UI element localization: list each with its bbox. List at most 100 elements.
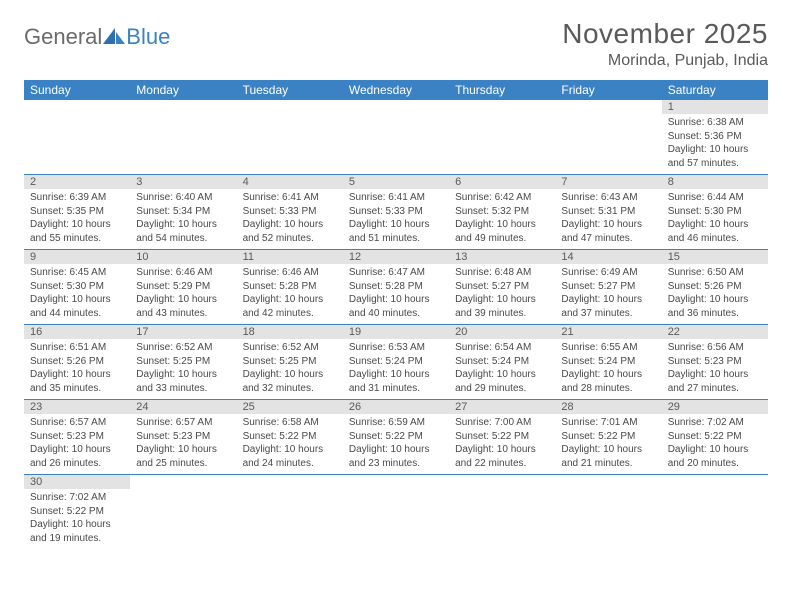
day-number: 21 (561, 326, 573, 338)
day-number-cell: 18 (237, 325, 343, 340)
day-number: 4 (243, 176, 249, 188)
body-row: Sunrise: 6:38 AMSunset: 5:36 PMDaylight:… (24, 114, 768, 175)
day-number: 19 (349, 326, 361, 338)
sunset-text: Sunset: 5:23 PM (668, 355, 762, 369)
sunrise-text: Sunrise: 6:41 AM (243, 191, 337, 205)
day-body-cell: Sunrise: 7:02 AMSunset: 5:22 PMDaylight:… (24, 489, 130, 549)
sunrise-text: Sunrise: 6:56 AM (668, 341, 762, 355)
day-body-cell: Sunrise: 6:48 AMSunset: 5:27 PMDaylight:… (449, 264, 555, 325)
day-body-cell: Sunrise: 6:43 AMSunset: 5:31 PMDaylight:… (555, 189, 661, 250)
day-body-cell: Sunrise: 7:00 AMSunset: 5:22 PMDaylight:… (449, 414, 555, 475)
day-body-cell: Sunrise: 6:41 AMSunset: 5:33 PMDaylight:… (237, 189, 343, 250)
weekday-header: Wednesday (343, 80, 449, 100)
day-number-cell (449, 475, 555, 490)
day-body-cell (449, 489, 555, 549)
daynum-row: 2345678 (24, 175, 768, 190)
daylight-text: Daylight: 10 hours and 32 minutes. (243, 368, 337, 395)
sunrise-text: Sunrise: 6:51 AM (30, 341, 124, 355)
daylight-text: Daylight: 10 hours and 29 minutes. (455, 368, 549, 395)
sunset-text: Sunset: 5:24 PM (455, 355, 549, 369)
day-number-cell: 26 (343, 400, 449, 415)
sunrise-text: Sunrise: 6:42 AM (455, 191, 549, 205)
day-body-cell (343, 489, 449, 549)
day-body-cell (130, 114, 236, 175)
day-number: 27 (455, 401, 467, 413)
daylight-text: Daylight: 10 hours and 31 minutes. (349, 368, 443, 395)
day-body-cell: Sunrise: 6:47 AMSunset: 5:28 PMDaylight:… (343, 264, 449, 325)
sunset-text: Sunset: 5:33 PM (349, 205, 443, 219)
sunrise-text: Sunrise: 6:58 AM (243, 416, 337, 430)
sunrise-text: Sunrise: 6:48 AM (455, 266, 549, 280)
daylight-text: Daylight: 10 hours and 44 minutes. (30, 293, 124, 320)
day-number-cell: 5 (343, 175, 449, 190)
day-body-cell: Sunrise: 6:46 AMSunset: 5:28 PMDaylight:… (237, 264, 343, 325)
sunrise-text: Sunrise: 6:46 AM (243, 266, 337, 280)
day-body-cell: Sunrise: 6:50 AMSunset: 5:26 PMDaylight:… (662, 264, 768, 325)
day-number: 7 (561, 176, 567, 188)
daylight-text: Daylight: 10 hours and 42 minutes. (243, 293, 337, 320)
sunrise-text: Sunrise: 6:52 AM (136, 341, 230, 355)
weekday-header: Sunday (24, 80, 130, 100)
sunset-text: Sunset: 5:25 PM (136, 355, 230, 369)
sunset-text: Sunset: 5:34 PM (136, 205, 230, 219)
daylight-text: Daylight: 10 hours and 54 minutes. (136, 218, 230, 245)
sunset-text: Sunset: 5:22 PM (349, 430, 443, 444)
day-number-cell: 1 (662, 100, 768, 114)
day-body-cell: Sunrise: 6:59 AMSunset: 5:22 PMDaylight:… (343, 414, 449, 475)
day-number-cell: 2 (24, 175, 130, 190)
day-body-cell: Sunrise: 6:54 AMSunset: 5:24 PMDaylight:… (449, 339, 555, 400)
day-number-cell: 13 (449, 250, 555, 265)
daylight-text: Daylight: 10 hours and 28 minutes. (561, 368, 655, 395)
sunrise-text: Sunrise: 7:01 AM (561, 416, 655, 430)
daylight-text: Daylight: 10 hours and 25 minutes. (136, 443, 230, 470)
day-body-cell: Sunrise: 6:44 AMSunset: 5:30 PMDaylight:… (662, 189, 768, 250)
body-row: Sunrise: 6:51 AMSunset: 5:26 PM Daylight:… (24, 339, 768, 400)
weekday-header: Monday (130, 80, 236, 100)
day-number: 28 (561, 401, 573, 413)
daylight-text: Daylight: 10 hours and 39 minutes. (455, 293, 549, 320)
day-body-cell (662, 489, 768, 549)
day-number-cell: 27 (449, 400, 555, 415)
title-block: November 2025 Morinda, Punjab, India (562, 18, 768, 70)
sunset-text: Sunset: 5:33 PM (243, 205, 337, 219)
sunrise-text: Sunrise: 6:47 AM (349, 266, 443, 280)
weekday-header: Tuesday (237, 80, 343, 100)
logo-text-general: General (24, 24, 102, 50)
sunset-text: Sunset: 5:26 PM (668, 280, 762, 294)
sunset-text: Sunset: 5:26 PM (30, 355, 124, 369)
daynum-row: 9101112131415 (24, 250, 768, 265)
day-body-cell: Sunrise: 6:39 AMSunset: 5:35 PMDaylight:… (24, 189, 130, 250)
day-body-cell: Sunrise: 6:56 AMSunset: 5:23 PMDaylight:… (662, 339, 768, 400)
sunrise-text: Sunrise: 6:45 AM (30, 266, 124, 280)
day-body-cell: Sunrise: 6:52 AMSunset: 5:25 PMDaylight:… (237, 339, 343, 400)
day-body-cell: Sunrise: 6:46 AMSunset: 5:29 PMDaylight:… (130, 264, 236, 325)
sunrise-text: Sunrise: 6:50 AM (668, 266, 762, 280)
day-body-cell: Sunrise: 7:02 AMSunset: 5:22 PMDaylight:… (662, 414, 768, 475)
sunrise-text: Sunrise: 6:38 AM (668, 116, 762, 130)
day-number: 20 (455, 326, 467, 338)
sunrise-text: Sunrise: 6:43 AM (561, 191, 655, 205)
sunset-text: Sunset: 5:28 PM (349, 280, 443, 294)
page-title: November 2025 (562, 18, 768, 50)
sunset-text: Sunset: 5:22 PM (30, 505, 124, 519)
day-number-cell (237, 475, 343, 490)
weekday-header-row: Sunday Monday Tuesday Wednesday Thursday… (24, 80, 768, 100)
daylight-text: Daylight: 10 hours and 33 minutes. (136, 368, 230, 395)
body-row: Sunrise: 6:57 AMSunset: 5:23 PMDaylight:… (24, 414, 768, 475)
day-number: 25 (243, 401, 255, 413)
day-number-cell: 11 (237, 250, 343, 265)
day-number-cell (449, 100, 555, 114)
day-number-cell: 6 (449, 175, 555, 190)
daylight-text: Daylight: 10 hours and 21 minutes. (561, 443, 655, 470)
day-body-cell: Sunrise: 7:01 AMSunset: 5:22 PMDaylight:… (555, 414, 661, 475)
sunrise-text: Sunrise: 6:46 AM (136, 266, 230, 280)
sunset-text: Sunset: 5:35 PM (30, 205, 124, 219)
day-number-cell: 7 (555, 175, 661, 190)
daynum-row: 1 (24, 100, 768, 114)
sunrise-text: Sunrise: 6:55 AM (561, 341, 655, 355)
day-number-cell: 10 (130, 250, 236, 265)
day-number-cell: 21 (555, 325, 661, 340)
sunset-text: Sunset: 5:22 PM (561, 430, 655, 444)
day-body-cell: Sunrise: 6:42 AMSunset: 5:32 PMDaylight:… (449, 189, 555, 250)
day-number-cell: 30 (24, 475, 130, 490)
